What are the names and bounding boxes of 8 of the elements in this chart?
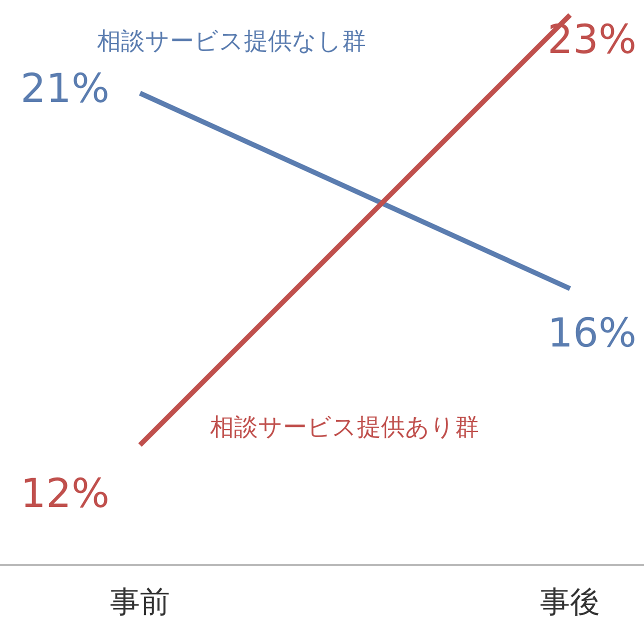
data-label: 21%	[20, 66, 110, 112]
x-tick-label: 事後	[540, 585, 600, 620]
text: 相談サービス提供なし群	[97, 27, 366, 56]
series-label: 相談サービス提供あり群	[210, 413, 479, 441]
data-label: 16%	[548, 310, 636, 357]
data-label: 23%	[548, 17, 636, 63]
x-tick-label: 事前	[110, 585, 170, 620]
data-label: 12%	[20, 471, 110, 517]
